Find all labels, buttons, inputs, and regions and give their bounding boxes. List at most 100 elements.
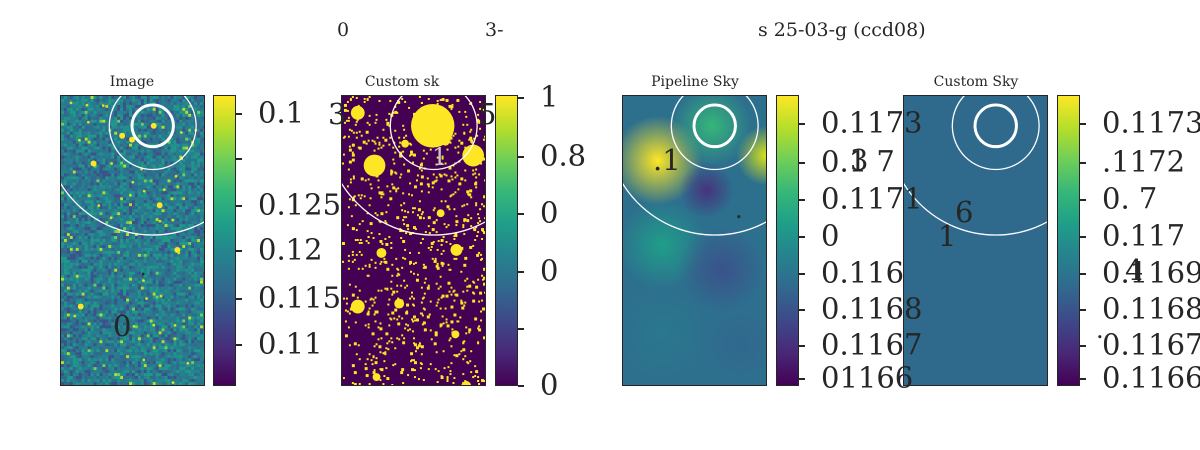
- panel-title-custom-sk: Custom sk: [364, 74, 440, 90]
- colorbar-tick-label: 0.115: [258, 280, 342, 315]
- colorbar-tick-mark: [799, 123, 805, 125]
- aperture-ring-middle: [670, 96, 759, 171]
- star: [85, 103, 89, 107]
- mask-blob: [462, 144, 485, 167]
- custom-sky-background: [904, 96, 1047, 385]
- star: [131, 180, 135, 184]
- star: [186, 361, 190, 365]
- aperture-ring-outer: [904, 182, 1047, 236]
- mask-blob: [411, 103, 455, 148]
- star: [73, 314, 77, 318]
- csky-annotation-3: .: [1096, 316, 1104, 344]
- colorbar-tick-mark: [518, 97, 524, 99]
- colorbar-tick-mark: [799, 199, 805, 201]
- colorbar-tick-label: .1172: [1102, 144, 1186, 179]
- image-panel: [60, 95, 205, 386]
- pipeline-annotation-0: .1: [653, 143, 681, 177]
- star: [159, 294, 163, 298]
- aperture-ring-middle: [389, 96, 478, 171]
- star: [142, 189, 146, 193]
- colorbar-tick-mark: [1080, 378, 1086, 380]
- image-annotation-1: .: [140, 256, 147, 280]
- colorbar-tick-mark: [518, 213, 524, 215]
- star: [77, 303, 84, 310]
- aperture-ring-outer: [61, 182, 204, 236]
- star: [150, 122, 157, 129]
- colorbar-tick-mark: [518, 156, 524, 158]
- panel-title-pipeline-sky: Pipeline Sky: [651, 74, 739, 90]
- star: [97, 204, 101, 207]
- image-heatmap: [61, 96, 204, 385]
- mask-blob: [350, 105, 365, 120]
- mask-blob: [451, 330, 460, 339]
- colorbar-tick-mark: [236, 158, 242, 160]
- custom-sky-panel: [903, 95, 1048, 386]
- star: [128, 193, 132, 197]
- colorbar-tick-label: 0: [821, 218, 840, 253]
- pipeline-sky-panel: [622, 95, 767, 386]
- colorbar-tick-label: 0.1173: [821, 105, 923, 140]
- colorbar-tick-label: 0.1167: [821, 327, 923, 362]
- colorbar-tick-mark: [799, 236, 805, 238]
- star: [109, 216, 113, 220]
- suptitle-mid: 3-: [485, 19, 504, 41]
- star: [129, 136, 135, 143]
- pipeline-heatmap: [623, 96, 766, 385]
- colorbar-tick-mark: [1080, 345, 1086, 347]
- mask-blob: [441, 137, 450, 146]
- star: [78, 138, 81, 142]
- csky-annotation-1: 1: [938, 219, 957, 253]
- colorbar-tick-mark: [236, 205, 242, 207]
- star: [158, 219, 162, 223]
- suptitle-left: 0: [337, 19, 350, 41]
- star: [179, 131, 183, 134]
- pipeline-annotation-1: 3: [850, 143, 869, 177]
- star: [173, 323, 177, 327]
- suptitle-right: s 25-03-g (ccd08): [758, 19, 926, 41]
- colorbar-tick-label: 0.116: [821, 255, 905, 290]
- mask-blob: [461, 381, 472, 385]
- star: [174, 174, 178, 178]
- mask-blob: [436, 209, 445, 218]
- mask-blob: [401, 139, 410, 148]
- colorbar-tick-mark: [1080, 162, 1086, 164]
- csky-annotation-0: 6: [955, 195, 974, 229]
- mask-blob: [350, 299, 365, 314]
- aperture-ring-outer: [623, 182, 766, 236]
- mask-blob: [376, 247, 387, 258]
- panel-title-custom-sky: Custom Sky: [933, 74, 1019, 90]
- mask-annotation-0: 3: [328, 97, 347, 131]
- aperture-ring-middle: [951, 96, 1040, 171]
- aperture-ring-inner: [130, 103, 175, 149]
- aperture-ring-middle: [108, 96, 197, 171]
- custom-sk-colorbar: [495, 95, 518, 386]
- pipeline-annotation-2: .: [735, 196, 743, 224]
- colorbar-tick-mark: [518, 271, 524, 273]
- sky-variation: [677, 225, 766, 315]
- image-noise: [61, 96, 204, 385]
- star: [171, 218, 175, 222]
- sky-variation: [679, 162, 735, 219]
- colorbar-tick-label: 1: [540, 79, 559, 114]
- colorbar-tick-mark: [799, 378, 805, 380]
- colorbar-tick-label: 0.8: [540, 138, 587, 173]
- csky-annotation-2: 4: [1125, 253, 1144, 287]
- star: [101, 104, 105, 107]
- mask-annotation-2: 1: [432, 143, 448, 171]
- star: [142, 279, 145, 283]
- star: [162, 188, 166, 192]
- star: [69, 101, 73, 105]
- colorbar-tick-label: 0.1168: [821, 291, 923, 326]
- colorbar-tick-mark: [236, 250, 242, 252]
- mask-blob: [450, 243, 463, 256]
- star: [156, 202, 163, 209]
- star: [145, 297, 148, 300]
- colorbar-tick-label: 0. 7: [1102, 181, 1158, 216]
- sky-variation: [696, 299, 766, 385]
- star: [142, 358, 146, 362]
- colorbar-tick-label: 0: [540, 195, 559, 230]
- colorbar-tick-mark: [1080, 123, 1086, 125]
- custom-sk-panel: [341, 95, 486, 386]
- star: [86, 120, 90, 124]
- colorbar-tick-mark: [799, 309, 805, 311]
